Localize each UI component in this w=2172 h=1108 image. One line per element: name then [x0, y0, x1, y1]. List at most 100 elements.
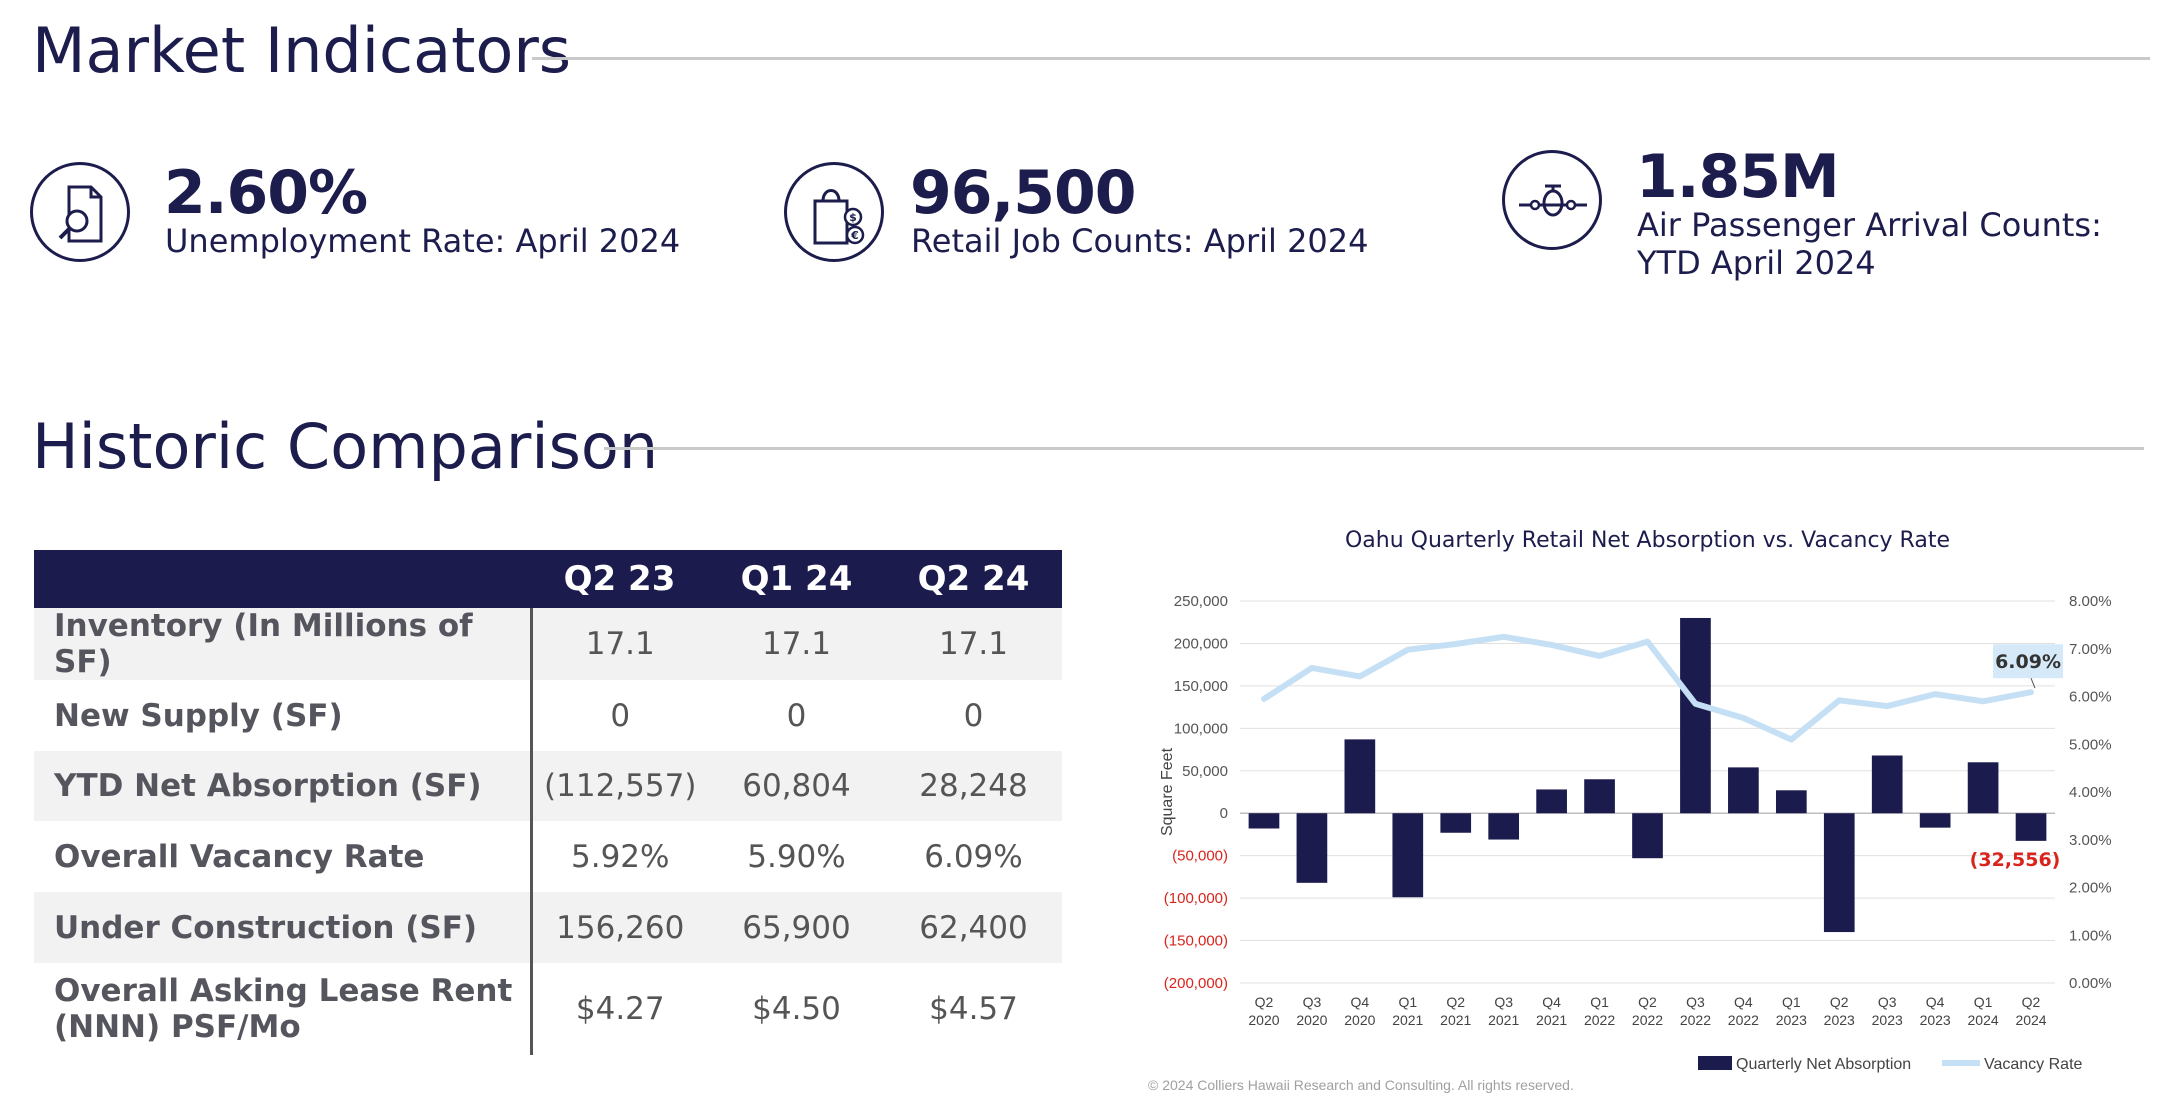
table-cell: (112,557) [531, 751, 708, 821]
table-row: New Supply (SF) 0 0 0 [34, 680, 1062, 751]
right-tick-label: 5.00% [2069, 736, 2112, 753]
right-tick-label: 2.00% [2069, 880, 2112, 897]
vacancy-rate-line [1261, 633, 2034, 743]
left-tick-label: 200,000 [1174, 635, 1228, 652]
row-label: Overall Vacancy Rate [34, 821, 533, 892]
air-passengers-label-line-1: Air Passenger Arrival Counts: [1637, 206, 2102, 244]
left-tick-label: (150,000) [1164, 933, 1228, 950]
absorption-bar [1536, 789, 1567, 814]
table-header-blank [34, 550, 531, 608]
x-tick-label-year: 2021 [1392, 1012, 1423, 1028]
table-header-q2-23: Q2 23 [531, 550, 708, 608]
x-tick-label-quarter: Q2 [1638, 994, 1657, 1010]
x-tick-label-year: 2022 [1680, 1012, 1711, 1028]
table-row: Overall Asking Lease Rent (NNN) PSF/Mo $… [34, 963, 1062, 1055]
document-search-icon [30, 162, 130, 262]
absorption-bar [1488, 813, 1520, 840]
table-cell: $4.57 [929, 991, 1018, 1027]
x-tick-label-year: 2023 [1872, 1012, 1903, 1028]
market-indicators-title: Market Indicators [32, 14, 572, 87]
absorption-bar [1919, 813, 1951, 828]
table-row: Under Construction (SF) 156,260 65,900 6… [34, 892, 1062, 963]
absorption-bar [1248, 813, 1280, 829]
table-cell: 28,248 [885, 751, 1062, 821]
legend-bar-label: Quarterly Net Absorption [1736, 1056, 1911, 1073]
absorption-vacancy-chart: Oahu Quarterly Retail Net Absorption vs.… [1159, 528, 2112, 1073]
legend-line-label: Vacancy Rate [1984, 1056, 2083, 1073]
absorption-bar [1775, 790, 1807, 814]
x-tick-label-year: 2022 [1728, 1012, 1759, 1028]
historic-comparison-table: Q2 23 Q1 24 Q2 24 Inventory (In Millions… [34, 550, 1062, 1055]
vacancy-callout-label: 6.09% [1995, 651, 2061, 673]
table-cell: 17.1 [885, 608, 1062, 680]
x-tick-label-year: 2024 [2015, 1012, 2046, 1028]
table-cell: 156,260 [531, 892, 708, 963]
right-tick-label: 8.00% [2069, 593, 2112, 610]
absorption-bar [1584, 779, 1615, 814]
table-cell: 0 [963, 697, 984, 734]
x-tick-label-year: 2021 [1440, 1012, 1471, 1028]
x-tick-label-quarter: Q4 [1542, 994, 1561, 1010]
absorption-bar [1823, 813, 1855, 933]
x-tick-label-quarter: Q2 [1446, 994, 1465, 1010]
table-cell: 6.09% [924, 838, 1023, 875]
row-label: Inventory (In Millions of SF) [34, 608, 533, 680]
air-passengers-label: Air Passenger Arrival Counts: YTD April … [1637, 206, 2102, 282]
unemployment-value: 2.60% [164, 158, 368, 228]
absorption-bar [1344, 739, 1376, 814]
x-tick-label-year: 2021 [1488, 1012, 1519, 1028]
left-tick-label: 50,000 [1182, 763, 1228, 780]
svg-text:$: $ [849, 211, 857, 224]
absorption-callout-label: (32,556) [1970, 849, 2061, 871]
x-tick-label-year: 2023 [1920, 1012, 1951, 1028]
absorption-bar [1728, 767, 1759, 814]
x-tick-label-quarter: Q4 [1734, 994, 1753, 1010]
table-header-q2-24: Q2 24 [885, 550, 1062, 608]
left-tick-label: (200,000) [1164, 975, 1228, 992]
absorption-bar [1632, 813, 1663, 859]
x-tick-label-quarter: Q2 [2022, 994, 2041, 1010]
air-passengers-label-line-2: YTD April 2024 [1637, 244, 1876, 282]
x-tick-label-year: 2022 [1584, 1012, 1615, 1028]
x-tick-label-quarter: Q1 [1398, 994, 1417, 1010]
x-tick-label-quarter: Q1 [1782, 994, 1801, 1010]
x-tick-label-quarter: Q3 [1686, 994, 1705, 1010]
x-tick-label-quarter: Q4 [1926, 994, 1945, 1010]
table-cell: 17.1 [531, 608, 708, 680]
absorption-bar [1440, 813, 1472, 833]
table-cell: 65,900 [708, 892, 885, 963]
market-indicators-rule [532, 57, 2150, 60]
right-tick-label: 3.00% [2069, 832, 2112, 849]
table-row: Overall Vacancy Rate 5.92% 5.90% 6.09% [34, 821, 1062, 892]
table-cell: 62,400 [885, 892, 1062, 963]
row-label: YTD Net Absorption (SF) [34, 751, 533, 821]
absorption-bar [2015, 813, 2047, 841]
table-cell: 5.92% [571, 838, 670, 875]
shopping-bag-icon: $ € [784, 162, 884, 262]
svg-text:€: € [850, 229, 859, 242]
air-passengers-value: 1.85M [1636, 142, 1840, 212]
x-tick-label-quarter: Q3 [1303, 994, 1322, 1010]
table-cell: 17.1 [708, 608, 885, 680]
vacancy-callout-leader [2030, 678, 2036, 689]
right-tick-label: 7.00% [2069, 641, 2112, 658]
historic-comparison-rule [604, 447, 2144, 450]
absorption-bar [1392, 813, 1424, 898]
absorption-bar [1680, 617, 1711, 814]
row-label: Under Construction (SF) [34, 892, 533, 963]
x-tick-label-year: 2021 [1536, 1012, 1567, 1028]
x-tick-label-year: 2024 [1968, 1012, 1999, 1028]
absorption-bar [1967, 762, 1999, 814]
legend-bar-swatch [1698, 1056, 1732, 1070]
right-tick-label: 6.00% [2069, 689, 2112, 706]
right-tick-label: 0.00% [2069, 975, 2112, 992]
table-row: Inventory (In Millions of SF) 17.1 17.1 … [34, 608, 1062, 680]
row-label: Overall Asking Lease Rent (NNN) PSF/Mo [34, 963, 533, 1055]
row-label: New Supply (SF) [34, 680, 533, 751]
x-tick-label-quarter: Q1 [1974, 994, 1993, 1010]
copyright-text: © 2024 Colliers Hawaii Research and Cons… [1148, 1077, 1574, 1093]
x-tick-label-year: 2020 [1296, 1012, 1327, 1028]
table-row: YTD Net Absorption (SF) (112,557) 60,804… [34, 751, 1062, 821]
left-tick-label: (100,000) [1164, 890, 1228, 907]
left-tick-label: 250,000 [1174, 593, 1228, 610]
